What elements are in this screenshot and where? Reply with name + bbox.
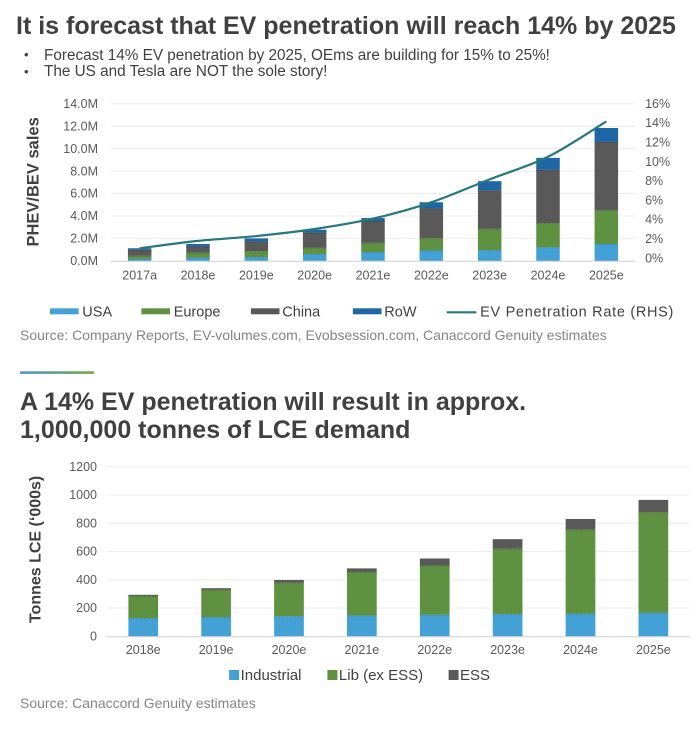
svg-text:China: China (282, 304, 321, 320)
svg-text:1200: 1200 (69, 460, 97, 474)
svg-text:2020e: 2020e (297, 269, 332, 283)
svg-text:600: 600 (76, 545, 97, 559)
svg-text:2018e: 2018e (181, 269, 216, 283)
svg-text:0.0M: 0.0M (70, 254, 98, 268)
svg-text:2022e: 2022e (414, 269, 449, 283)
svg-text:2024e: 2024e (531, 269, 566, 283)
svg-text:2017a: 2017a (122, 269, 157, 283)
svg-text:6%: 6% (645, 193, 663, 207)
svg-text:10.0M: 10.0M (63, 142, 98, 156)
svg-text:2023e: 2023e (490, 643, 525, 657)
svg-text:6.0M: 6.0M (70, 187, 98, 201)
svg-text:2021e: 2021e (344, 643, 379, 657)
svg-text:Industrial: Industrial (241, 667, 302, 684)
svg-text:1000: 1000 (69, 488, 97, 502)
svg-text:4%: 4% (645, 213, 663, 227)
svg-text:2022e: 2022e (417, 643, 452, 657)
svg-text:PHEV/BEV sales: PHEV/BEV sales (25, 117, 43, 246)
svg-text:2.0M: 2.0M (70, 232, 98, 246)
svg-text:2018e: 2018e (126, 643, 161, 657)
svg-text:2020e: 2020e (272, 643, 307, 657)
svg-text:2025e: 2025e (636, 643, 671, 657)
svg-text:4.0M: 4.0M (70, 209, 98, 223)
svg-text:12.0M: 12.0M (63, 119, 98, 133)
svg-text:2019e: 2019e (199, 643, 234, 657)
svg-text:2021e: 2021e (356, 269, 391, 283)
svg-text:ESS: ESS (460, 667, 490, 684)
svg-text:14%: 14% (645, 116, 670, 130)
svg-text:14.0M: 14.0M (63, 97, 98, 111)
svg-text:2023e: 2023e (472, 269, 507, 283)
svg-text:2%: 2% (645, 232, 663, 246)
svg-text:400: 400 (76, 573, 97, 587)
svg-text:RoW: RoW (384, 304, 417, 320)
svg-text:8%: 8% (645, 174, 663, 188)
svg-text:USA: USA (82, 304, 112, 320)
svg-text:Europe: Europe (174, 304, 221, 320)
svg-text:10%: 10% (645, 155, 670, 169)
svg-text:EV Penetration Rate (RHS): EV Penetration Rate (RHS) (480, 304, 674, 320)
svg-text:0: 0 (90, 629, 97, 643)
svg-text:Tonnes LCE (‘000s): Tonnes LCE (‘000s) (28, 476, 45, 623)
svg-text:Lib (ex ESS): Lib (ex ESS) (339, 667, 423, 684)
svg-text:2025e: 2025e (589, 269, 624, 283)
svg-text:12%: 12% (645, 136, 670, 150)
svg-text:800: 800 (76, 516, 97, 530)
svg-text:8.0M: 8.0M (70, 164, 98, 178)
svg-text:200: 200 (76, 601, 97, 615)
svg-text:2024e: 2024e (563, 643, 598, 657)
svg-text:2019e: 2019e (239, 269, 274, 283)
svg-text:0%: 0% (645, 251, 663, 265)
svg-text:16%: 16% (645, 97, 670, 111)
